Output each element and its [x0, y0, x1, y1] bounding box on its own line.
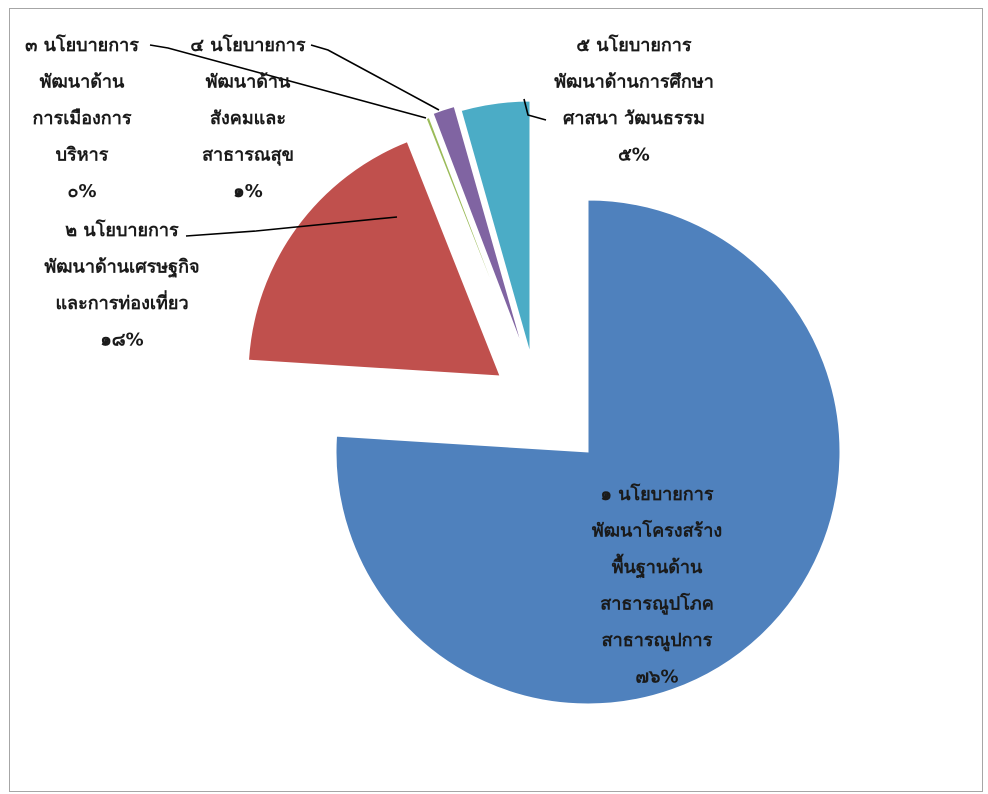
slice-label-line: สาธารณสุข [202, 145, 294, 167]
slice-label-line: บริหาร [56, 145, 109, 166]
slice-label-line: พัฒนาด้าน [40, 72, 125, 93]
slice-label-line: ๗๖% [636, 667, 679, 688]
slice-label-line: พัฒนาด้านการศึกษา [554, 72, 714, 93]
leader-line-2 [185, 216, 398, 237]
pie-slice-2 [247, 141, 501, 377]
slice-label-line: ๐% [67, 181, 96, 202]
slice-label-line: สาธารณูปโภค [600, 593, 714, 616]
pie-slices [247, 100, 841, 705]
slice-label-line: ๑ นโยบายการ [601, 483, 714, 505]
leader-line-4 [310, 44, 440, 111]
pie-slice-3 [425, 116, 520, 354]
slice-label-3: ๓ นโยบายการพัฒนาด้านการเมืองการบริหาร๐% [25, 34, 139, 202]
slice-label-line: ๕% [618, 145, 650, 166]
slice-label-line: พัฒนาด้านเศรษฐกิจ [44, 257, 199, 279]
slice-label-line: ศาสนา วัฒนธรรม [563, 108, 705, 129]
pie-slice-5 [460, 100, 531, 354]
slice-label-line: พัฒนาโครงสร้าง [592, 520, 722, 542]
slice-label-line: ๓ นโยบายการ [25, 34, 139, 56]
slice-label-line: สาธารณูปการ [602, 630, 713, 652]
slice-label-line: ๕ นโยบายการ [576, 34, 691, 56]
slice-label-2: ๒ นโยบายการพัฒนาด้านเศรษฐกิจและการท่องเท… [44, 219, 199, 351]
slice-label-line: พื้นฐานด้าน [612, 553, 703, 579]
slice-label-line: ๑% [233, 181, 262, 202]
slice-label-line: การเมืองการ [33, 108, 132, 129]
slice-label-line: ๑๘% [100, 330, 143, 351]
slice-label-line: และการท่องเที่ยว [55, 290, 188, 314]
slice-label-line: ๒ นโยบายการ [65, 219, 179, 241]
pie-slice-1 [335, 199, 841, 705]
leader-line-3 [149, 44, 427, 119]
slice-label-line: พัฒนาด้าน [206, 72, 291, 93]
slice-label-line: สังคมและ [210, 108, 286, 129]
slice-labels: ๑ นโยบายการพัฒนาโครงสร้างพื้นฐานด้านสาธา… [25, 34, 722, 688]
slice-label-5: ๕ นโยบายการพัฒนาด้านการศึกษาศาสนา วัฒนธร… [554, 34, 714, 166]
slice-label-1: ๑ นโยบายการพัฒนาโครงสร้างพื้นฐานด้านสาธา… [592, 483, 722, 688]
leader-lines [149, 44, 547, 237]
slice-label-line: ๔ นโยบายการ [190, 34, 305, 56]
slice-label-4: ๔ นโยบายการพัฒนาด้านสังคมและสาธารณสุข๑% [190, 34, 305, 202]
leader-line-5 [523, 98, 547, 121]
pie-slice-4 [432, 105, 524, 350]
